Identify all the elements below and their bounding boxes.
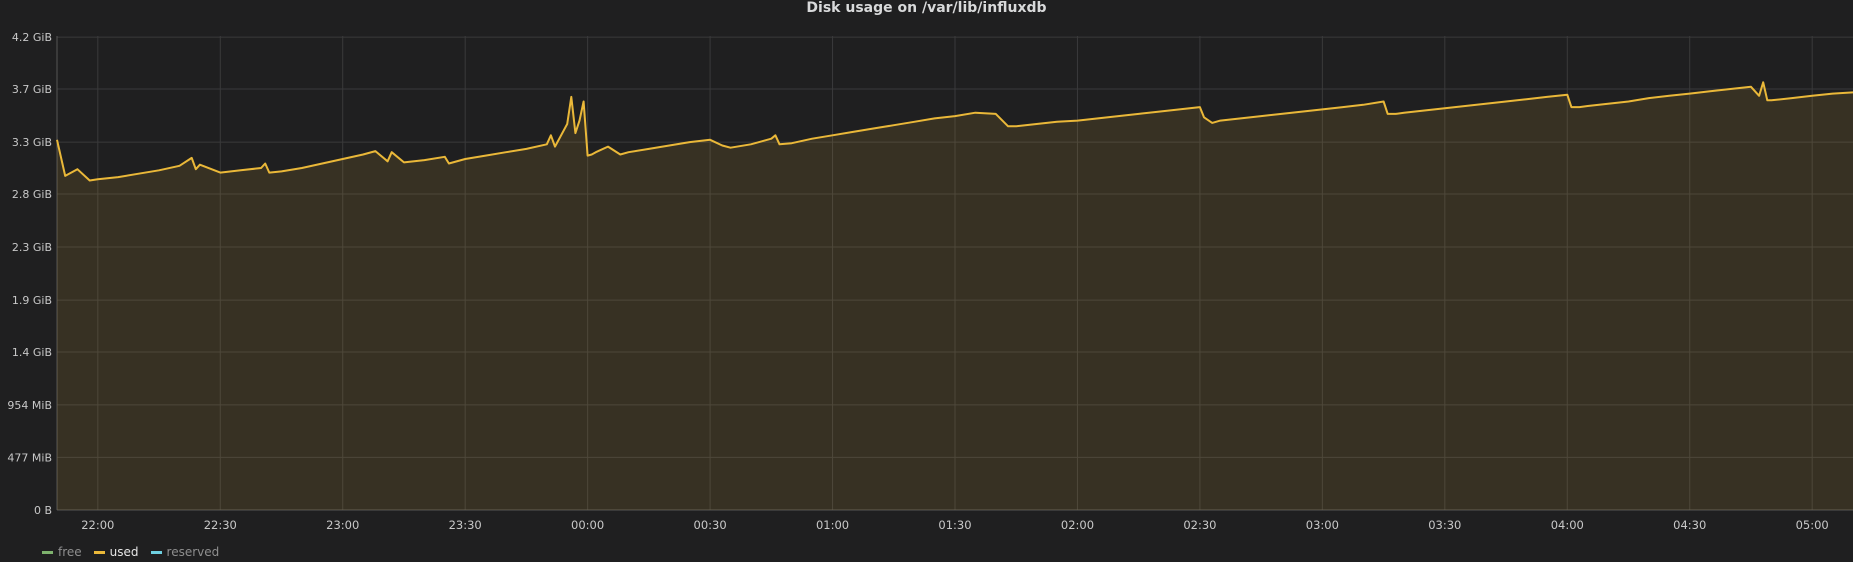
legend-swatch-free <box>42 550 53 554</box>
x-tick-label: 02:30 <box>1183 518 1216 532</box>
legend-label-used: used <box>109 545 139 559</box>
legend-item-reserved[interactable]: reserved <box>150 545 220 559</box>
y-tick-label: 3.7 GiB <box>12 83 52 96</box>
y-tick-label: 0 B <box>34 504 52 517</box>
legend-label-free: free <box>58 545 82 559</box>
legend-label-reserved: reserved <box>166 545 220 559</box>
y-tick-label: 1.9 GiB <box>12 294 52 307</box>
panel-title: Disk usage on /var/lib/influxdb <box>806 0 1047 16</box>
x-tick-label: 00:00 <box>571 518 604 532</box>
legend-swatch-used <box>93 550 105 554</box>
x-tick-label: 22:30 <box>204 518 237 532</box>
x-axis: 22:00 22:30 23:00 23:30 00:00 00:30 01:00 01:30… <box>81 518 1829 532</box>
x-tick-label: 01:30 <box>938 518 971 532</box>
x-tick-label: 03:00 <box>1306 518 1339 532</box>
legend-swatch-reserved <box>150 550 162 554</box>
chart-area[interactable]: 0 B 477 MiB 954 MiB 1.4 GiB 1.9 GiB 2.3 GiB 2.… <box>0 0 1853 540</box>
series-used-line <box>56 81 1853 182</box>
x-tick-label: 04:30 <box>1673 518 1706 532</box>
grid <box>56 36 1853 511</box>
x-tick-label: 23:30 <box>449 518 482 532</box>
x-tick-label: 23:00 <box>326 518 359 532</box>
y-axis: 0 B 477 MiB 954 MiB 1.4 GiB 1.9 GiB 2.3 GiB 2.… <box>7 31 52 517</box>
y-tick-label: 2.8 GiB <box>12 188 52 201</box>
x-tick-label: 04:00 <box>1551 518 1584 532</box>
y-tick-label: 477 MiB <box>7 451 52 464</box>
x-tick-label: 01:00 <box>816 518 849 532</box>
legend-item-free[interactable]: free <box>42 545 82 559</box>
x-tick-label: 22:00 <box>81 518 114 532</box>
x-tick-label: 00:30 <box>694 518 727 532</box>
series-used-area <box>57 82 1853 511</box>
legend-item-used[interactable]: used <box>93 545 139 559</box>
y-tick-label: 1.4 GiB <box>12 346 52 359</box>
y-tick-label: 4.2 GiB <box>12 31 52 44</box>
series-layer <box>56 81 1853 511</box>
y-tick-label: 954 MiB <box>7 399 52 412</box>
y-tick-label: 2.3 GiB <box>12 241 52 254</box>
y-tick-label: 3.3 GiB <box>12 136 52 149</box>
legend: free used reserved <box>42 545 231 559</box>
x-tick-label: 03:30 <box>1428 518 1461 532</box>
x-tick-label: 05:00 <box>1796 518 1829 532</box>
x-tick-label: 02:00 <box>1061 518 1094 532</box>
